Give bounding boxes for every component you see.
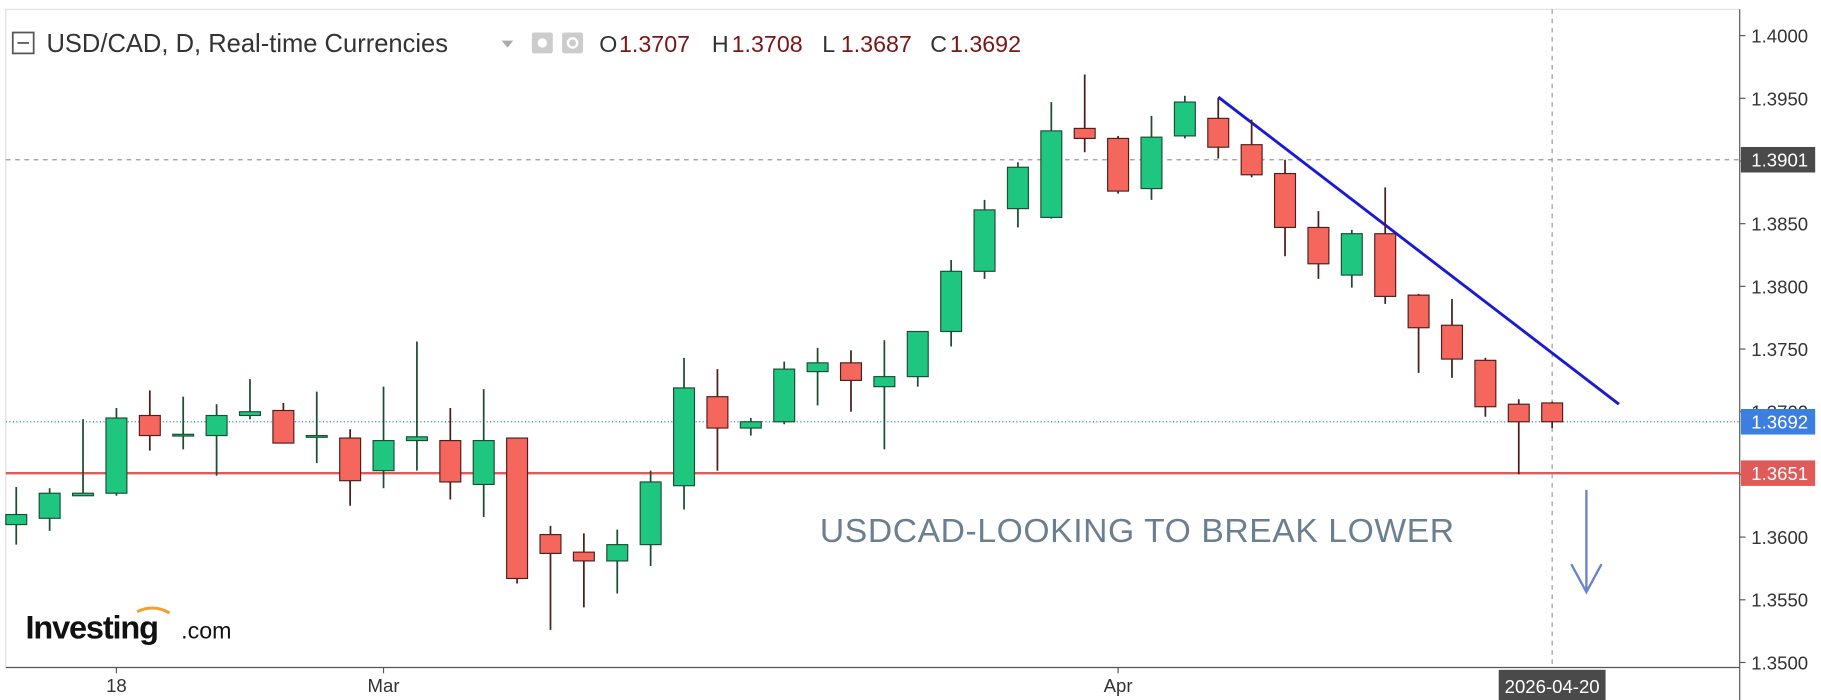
candle-body xyxy=(138,414,161,437)
candle-body xyxy=(1240,144,1263,176)
candle-body xyxy=(572,551,595,562)
candle-body xyxy=(1407,294,1430,329)
candle-body xyxy=(673,387,696,487)
candle-body xyxy=(439,439,462,483)
candle-body xyxy=(1006,166,1029,210)
candle-body xyxy=(205,414,228,437)
y-tick-label: 1.3550 xyxy=(1751,590,1808,611)
y-tick-label: 1.3600 xyxy=(1751,527,1808,548)
candle-body xyxy=(472,439,495,486)
candle-body xyxy=(1541,402,1564,423)
price-label-box xyxy=(1740,460,1816,486)
candle-body xyxy=(172,433,195,437)
candle-body xyxy=(1274,172,1297,229)
candle-body xyxy=(1307,226,1330,265)
ohlc-value: 1.3707 xyxy=(619,31,690,57)
candle-body xyxy=(1073,127,1096,140)
candle-body xyxy=(305,434,328,438)
candle-body xyxy=(873,376,896,388)
ohlc-label: L xyxy=(822,31,835,57)
chart-title: USD/CAD, D, Real-time Currencies xyxy=(46,30,448,58)
x-crosshair-label-box xyxy=(1498,669,1606,700)
candle-body xyxy=(1140,136,1163,190)
candle-body xyxy=(38,492,61,519)
price-label-box xyxy=(1740,146,1816,173)
y-tick-label: 1.3500 xyxy=(1751,652,1808,673)
price-label: 1.3651 xyxy=(1751,463,1808,484)
annotation: USDCAD-LOOKING TO BREAK LOWER xyxy=(820,513,1455,550)
plot-area xyxy=(5,9,1740,668)
candle-body xyxy=(940,270,963,333)
candle-body xyxy=(1207,117,1230,148)
settings-icon-dot xyxy=(566,37,579,49)
candle-body xyxy=(105,417,128,494)
candle-body xyxy=(1507,403,1530,423)
candle-body xyxy=(606,544,629,562)
candle-body xyxy=(739,421,762,429)
ohlc-value: 1.3687 xyxy=(841,31,912,57)
candle-body xyxy=(639,481,662,546)
y-tick-label: 1.3950 xyxy=(1751,88,1808,109)
candle-body xyxy=(1374,233,1397,297)
candle-body xyxy=(1040,130,1063,218)
candle-body xyxy=(539,534,562,554)
ohlc-value: 1.3708 xyxy=(732,31,803,57)
candle-body xyxy=(1340,233,1363,276)
candle-body xyxy=(405,436,428,442)
price-label: 1.3692 xyxy=(1751,412,1808,433)
candle-body xyxy=(506,437,529,580)
logo-suffix: .com xyxy=(181,617,231,643)
x-tick-label: Apr xyxy=(1104,675,1133,696)
ohlc-label: O xyxy=(599,31,617,57)
candle-body xyxy=(339,437,362,482)
collapse-icon[interactable] xyxy=(11,31,35,55)
ohlc-label: H xyxy=(712,31,729,57)
candle-body xyxy=(706,396,729,429)
dropdown-arrow[interactable] xyxy=(501,40,514,48)
axes: 1.35001.35501.36001.36501.37001.37501.38… xyxy=(106,26,1816,700)
settings-icon[interactable] xyxy=(562,32,583,54)
y-tick-label: 1.3850 xyxy=(1751,214,1808,235)
candle-body xyxy=(1474,359,1497,408)
x-tick-label: 18 xyxy=(106,675,127,696)
candle-body xyxy=(906,330,929,378)
ohlc-value: 1.3692 xyxy=(950,31,1021,57)
eye-icon-dot xyxy=(537,38,547,48)
x-tick-label: Mar xyxy=(368,675,400,696)
candle-body xyxy=(372,439,395,472)
candle-body xyxy=(72,492,95,497)
logo-swoosh xyxy=(136,606,171,615)
candle-body xyxy=(238,411,262,417)
y-tick-label: 1.3800 xyxy=(1751,276,1808,297)
candle-body xyxy=(973,209,996,272)
ohlc-label: C xyxy=(930,31,947,57)
y-tick-label: 1.4000 xyxy=(1751,26,1808,47)
x-tick-label: 2026-04-20 xyxy=(1505,676,1600,697)
price-label-box xyxy=(1740,408,1816,435)
arrow-head xyxy=(1570,563,1603,595)
candle-body xyxy=(1173,101,1196,137)
logo: Investing xyxy=(26,609,158,645)
candle-body xyxy=(1440,324,1464,360)
price-label: 1.3901 xyxy=(1751,150,1808,171)
y-tick-label: 1.3750 xyxy=(1751,339,1808,360)
trend-line xyxy=(1217,95,1620,406)
candle-body xyxy=(5,513,28,526)
candle-body xyxy=(1107,137,1130,192)
candle-body xyxy=(839,362,863,381)
candle-body xyxy=(272,409,295,444)
candle-body xyxy=(773,368,796,423)
candle-body xyxy=(806,362,829,373)
